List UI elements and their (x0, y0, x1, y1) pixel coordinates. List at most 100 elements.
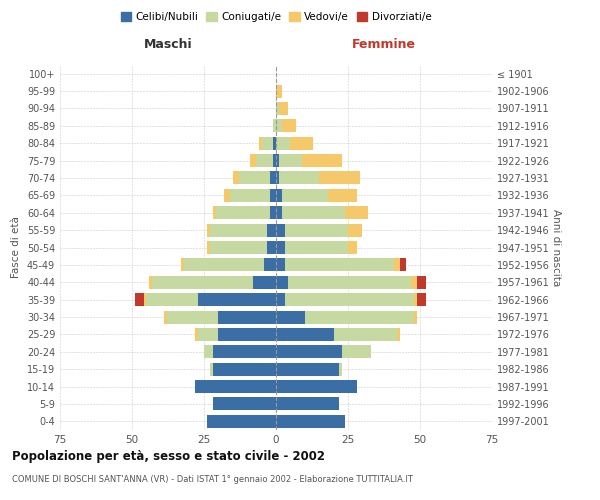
Bar (198, 328, 218, 341)
Bar (348, 224, 362, 236)
Bar (417, 276, 426, 289)
Bar (394, 258, 400, 272)
Bar (265, 258, 276, 272)
Bar (279, 102, 287, 115)
Bar (262, 136, 273, 149)
Bar (273, 154, 276, 167)
Bar (256, 154, 273, 167)
Bar (340, 362, 342, 376)
Bar (276, 136, 290, 149)
Bar (207, 241, 210, 254)
Bar (239, 172, 270, 184)
Bar (287, 276, 412, 289)
Text: Femmine: Femmine (352, 38, 416, 51)
Bar (290, 136, 313, 149)
Bar (279, 172, 319, 184)
Bar (276, 206, 282, 220)
Bar (268, 224, 276, 236)
Bar (212, 206, 215, 220)
Bar (215, 206, 270, 220)
Bar (276, 310, 305, 324)
Bar (207, 415, 276, 428)
Bar (276, 241, 284, 254)
Bar (184, 258, 265, 272)
Bar (212, 362, 276, 376)
Bar (198, 293, 276, 306)
Bar (276, 258, 284, 272)
Bar (302, 154, 342, 167)
Bar (210, 224, 268, 236)
Text: Popolazione per età, sesso e stato civile - 2002: Popolazione per età, sesso e stato civil… (12, 450, 325, 463)
Bar (268, 241, 276, 254)
Bar (167, 310, 218, 324)
Bar (259, 136, 262, 149)
Bar (328, 189, 356, 202)
Bar (397, 328, 400, 341)
Bar (230, 189, 270, 202)
Bar (282, 120, 296, 132)
Bar (204, 346, 212, 358)
Bar (305, 310, 414, 324)
Bar (164, 310, 167, 324)
Bar (276, 398, 340, 410)
Bar (276, 154, 279, 167)
Bar (250, 154, 256, 167)
Bar (414, 293, 417, 306)
Bar (345, 206, 368, 220)
Bar (412, 276, 417, 289)
Bar (276, 293, 284, 306)
Bar (276, 224, 284, 236)
Bar (276, 415, 345, 428)
Bar (342, 346, 371, 358)
Bar (279, 154, 302, 167)
Bar (276, 346, 342, 358)
Bar (284, 293, 414, 306)
Bar (149, 276, 152, 289)
Bar (276, 328, 334, 341)
Bar (276, 276, 287, 289)
Bar (276, 172, 279, 184)
Bar (334, 328, 397, 341)
Bar (135, 293, 143, 306)
Bar (270, 189, 276, 202)
Bar (273, 120, 276, 132)
Bar (276, 84, 282, 98)
Legend: Celibi/Nubili, Coniugati/e, Vedovi/e, Divorziati/e: Celibi/Nubili, Coniugati/e, Vedovi/e, Di… (119, 10, 433, 24)
Bar (152, 276, 253, 289)
Bar (276, 120, 282, 132)
Text: Maschi: Maschi (143, 38, 193, 51)
Bar (414, 310, 417, 324)
Bar (276, 362, 340, 376)
Bar (210, 362, 212, 376)
Y-axis label: Anni di nascita: Anni di nascita (551, 209, 561, 286)
Bar (196, 380, 276, 393)
Bar (207, 224, 210, 236)
Bar (210, 241, 268, 254)
Bar (270, 206, 276, 220)
Bar (143, 293, 146, 306)
Bar (400, 258, 406, 272)
Bar (273, 136, 276, 149)
Text: COMUNE DI BOSCHI SANT'ANNA (VR) - Dati ISTAT 1° gennaio 2002 - Elaborazione TUTT: COMUNE DI BOSCHI SANT'ANNA (VR) - Dati I… (12, 475, 413, 484)
Bar (146, 293, 198, 306)
Bar (417, 293, 426, 306)
Bar (276, 102, 279, 115)
Bar (284, 258, 394, 272)
Bar (224, 189, 230, 202)
Bar (348, 241, 356, 254)
Bar (212, 346, 276, 358)
Bar (233, 172, 239, 184)
Bar (282, 206, 345, 220)
Bar (212, 398, 276, 410)
Bar (218, 328, 276, 341)
Bar (196, 328, 198, 341)
Bar (270, 172, 276, 184)
Bar (253, 276, 276, 289)
Bar (284, 241, 348, 254)
Bar (218, 310, 276, 324)
Bar (282, 189, 328, 202)
Bar (276, 380, 356, 393)
Bar (284, 224, 348, 236)
Bar (276, 189, 282, 202)
Bar (319, 172, 359, 184)
